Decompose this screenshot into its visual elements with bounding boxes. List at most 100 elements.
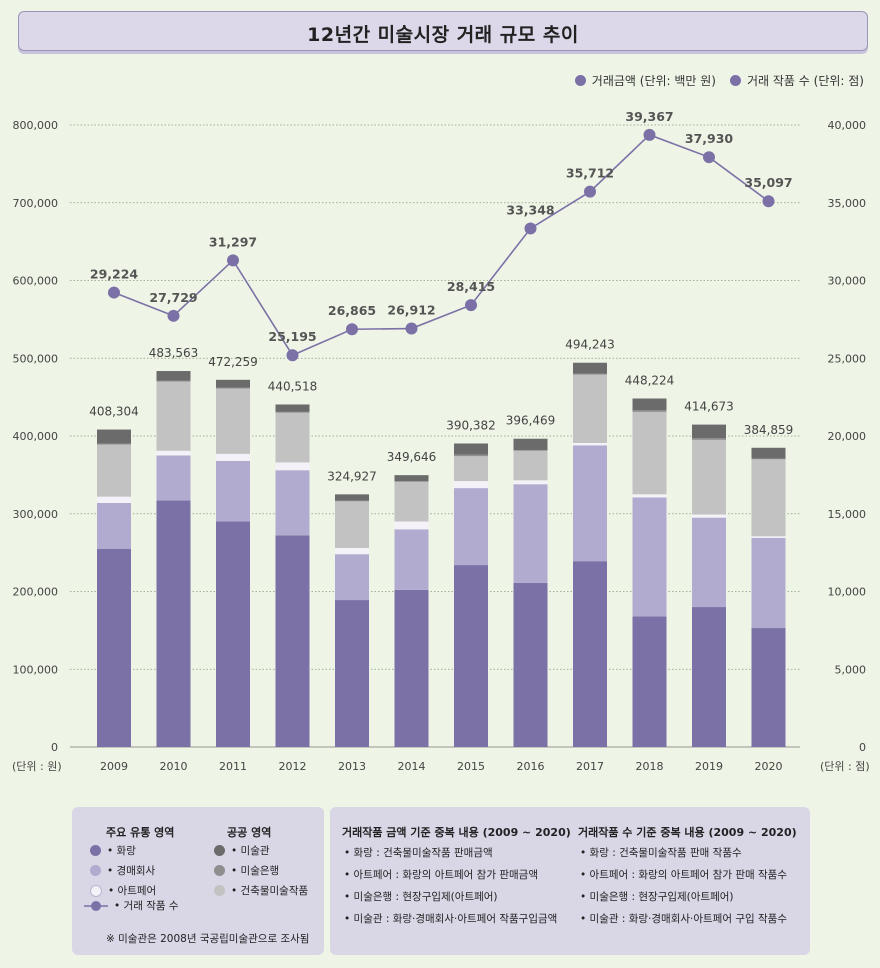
bar-segment-2: [156, 455, 191, 501]
y2-tick-label: 25,000: [828, 352, 867, 365]
count-label: 28,415: [447, 279, 495, 294]
bar-segment-6: [335, 494, 369, 501]
legend-item-public-art: • 건축물미술작품: [214, 883, 308, 898]
x-tick-label: 2011: [219, 760, 247, 773]
bar-segment-6: [156, 371, 191, 381]
bar-segment-1: [156, 500, 191, 747]
x-tick-label: 2016: [517, 760, 545, 773]
bar-segment-5: [692, 438, 726, 440]
bar-segment-3: [573, 442, 607, 446]
x-tick-label: 2009: [100, 760, 128, 773]
x-tick-label: 2012: [279, 760, 307, 773]
y2-tick-label: 10,000: [828, 586, 867, 599]
bar-segment-5: [513, 449, 548, 451]
legend-head-public: 공공 영역: [227, 826, 272, 839]
bar-segment-1: [216, 521, 250, 747]
count-note-line: • 미술은행 : 현장구입제(아트페어): [580, 891, 734, 903]
top-legend: 거래금액 (단위: 백만 원) 거래 작품 수 (단위: 점): [574, 72, 864, 89]
notes-box: 거래작품 금액 기준 중복 내용 (2009 ~ 2020) • 화랑 : 건축…: [330, 807, 810, 955]
bar-segment-2: [751, 537, 786, 629]
bar-segment-1: [751, 628, 786, 747]
x-tick-label: 2013: [338, 760, 366, 773]
legend-public-art-label: • 건축물미술작품: [231, 885, 309, 897]
bar-segment-3: [454, 481, 488, 489]
y2-tick-label: 5,000: [835, 663, 867, 676]
y-tick-label: 800,000: [13, 119, 59, 132]
count-label: 39,367: [625, 109, 673, 124]
legend-box: 주요 유통 영역 공공 영역 • 화랑 • 경매회사 • 아트페어 • 거래 작…: [72, 807, 324, 955]
count-point: [524, 222, 537, 235]
bar-segment-6: [216, 379, 250, 388]
left-unit-label: (단위 : 원): [12, 760, 62, 773]
bar-segment-4: [335, 501, 369, 548]
bar-segment-6: [97, 429, 131, 444]
bar-segment-5: [335, 500, 369, 502]
y2-tick-label: 15,000: [828, 508, 867, 521]
bar-segment-4: [216, 388, 250, 454]
legend-item-count-line: • 거래 작품 수: [84, 898, 179, 913]
legend-amount-label: 거래금액 (단위: 백만 원): [591, 74, 716, 88]
y-tick-label: 100,000: [13, 663, 59, 676]
bar-segment-6: [454, 443, 488, 455]
x-tick-label: 2017: [576, 760, 604, 773]
bar-segment-3: [156, 450, 191, 456]
bar-segment-1: [632, 616, 667, 747]
bar-segment-1: [454, 565, 488, 747]
bar-segment-3: [216, 453, 250, 461]
count-point: [108, 286, 120, 299]
count-point: [643, 128, 656, 141]
bar-segment-3: [97, 496, 131, 503]
legend-amount-marker: [574, 75, 586, 86]
bar-segment-5: [394, 481, 429, 482]
amount-note-line: • 화랑 : 건축물미술작품 판매금액: [344, 847, 493, 859]
amount-note-line: • 미술은행 : 현장구입제(아트페어): [344, 891, 498, 903]
y-tick-label: 600,000: [13, 275, 59, 288]
bar-segment-2: [216, 460, 250, 522]
bar-segment-2: [97, 502, 131, 549]
bank-swatch: [214, 865, 225, 876]
page-title: 12년간 미술시장 거래 규모 추이: [307, 24, 579, 46]
count-point: [405, 322, 418, 335]
x-tick-label: 2010: [160, 760, 188, 773]
total-label: 440,518: [268, 379, 318, 393]
bar-segment-3: [275, 462, 310, 471]
count-label: 29,224: [90, 267, 139, 282]
bar-segment-3: [692, 514, 726, 518]
legend-bank-label: • 미술은행: [231, 865, 280, 877]
bar-segment-1: [513, 582, 548, 747]
legend-note: ※ 미술관은 2008년 국공립미술관으로 조사됨: [106, 933, 310, 945]
bar-segment-5: [573, 373, 607, 375]
legend-count-line-label: • 거래 작품 수: [114, 900, 179, 912]
bar-segment-6: [275, 404, 310, 412]
y-tick-label: 400,000: [13, 430, 59, 443]
artfair-swatch: [90, 884, 102, 897]
bar-segment-6: [751, 447, 786, 459]
total-label: 483,563: [149, 346, 199, 360]
bar-segment-2: [573, 445, 607, 562]
count-note-line: • 미술관 : 화랑·경매회사·아트페어 구입 작품수: [580, 913, 787, 925]
bar-segment-5: [751, 458, 786, 460]
y-tick-label: 700,000: [13, 197, 59, 210]
legend-item-auction: • 경매회사: [90, 863, 155, 878]
legend-museum-label: • 미술관: [231, 845, 270, 857]
count-point: [584, 185, 596, 198]
bar-segment-4: [632, 411, 667, 495]
bar-segment-4: [692, 439, 726, 515]
count-point: [286, 349, 299, 362]
y-tick-label: 200,000: [13, 586, 59, 599]
count-point: [227, 254, 239, 267]
bar-segment-4: [156, 381, 191, 451]
legend-amount: 거래금액 (단위: 백만 원): [574, 72, 716, 89]
count-point: [167, 309, 180, 322]
y-tick-label: 300,000: [13, 508, 59, 521]
total-label: 448,224: [625, 374, 675, 388]
bar-segment-2: [454, 488, 488, 566]
bar-segment-5: [275, 411, 310, 413]
count-label: 27,729: [149, 290, 197, 305]
bar-segment-3: [335, 547, 369, 555]
bar-segment-2: [394, 529, 429, 590]
legend-item-gallery: • 화랑: [90, 843, 136, 858]
bar-segment-5: [632, 410, 667, 412]
total-label: 349,646: [387, 450, 437, 464]
amount-note-line: • 아트페어 : 화랑의 아트페어 참가 판매금액: [344, 869, 538, 881]
